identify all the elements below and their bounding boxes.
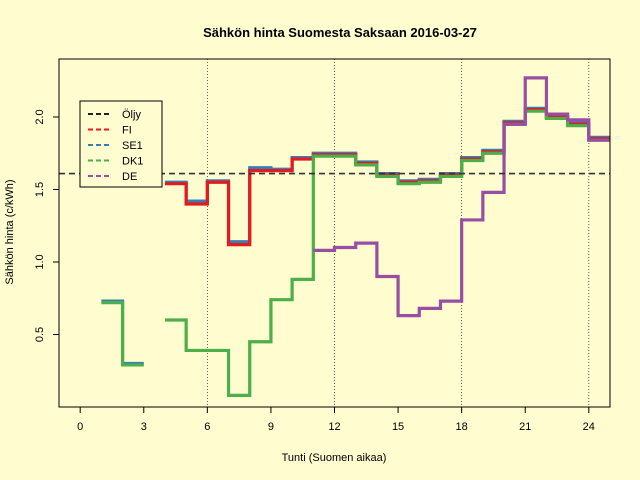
legend-label: Öljy xyxy=(122,109,141,121)
x-axis-label: Tunti (Suomen aikaa) xyxy=(282,452,387,464)
y-tick-label: 1.0 xyxy=(34,254,46,269)
legend: Öljy FI SE1 DK1 DE xyxy=(79,100,163,188)
x-tick-label: 0 xyxy=(77,421,83,433)
x-tick-label: 21 xyxy=(519,421,531,433)
legend-label: FI xyxy=(122,125,132,137)
y-tick-label: 2.0 xyxy=(34,109,46,124)
legend-label: DE xyxy=(122,171,137,183)
chart-title: Sähkön hinta Suomesta Saksaan 2016-03-27 xyxy=(203,25,477,40)
x-tick-label: 15 xyxy=(392,421,404,433)
x-tick-label: 9 xyxy=(268,421,274,433)
series-line-de xyxy=(313,76,610,318)
axes: 0 3 6 9 12 15 18 21 24 0.5 1.0 1.5 2.0 xyxy=(34,58,611,433)
x-tick-label: 3 xyxy=(141,421,147,433)
series-line-se1 xyxy=(101,106,610,366)
series-lines xyxy=(101,76,610,397)
legend-box xyxy=(79,100,163,188)
x-tick-label: 18 xyxy=(456,421,468,433)
legend-label: SE1 xyxy=(122,140,143,152)
x-tick-label: 24 xyxy=(583,421,595,433)
y-tick-label: 1.5 xyxy=(34,182,46,197)
series-line-dk1 xyxy=(101,109,610,397)
x-tick-label: 6 xyxy=(204,421,210,433)
y-tick-label: 0.5 xyxy=(34,327,46,342)
x-tick-label: 12 xyxy=(328,421,340,433)
legend-label: DK1 xyxy=(122,156,143,168)
y-axis-label: Sähkön hinta (c/kWh) xyxy=(4,179,16,284)
